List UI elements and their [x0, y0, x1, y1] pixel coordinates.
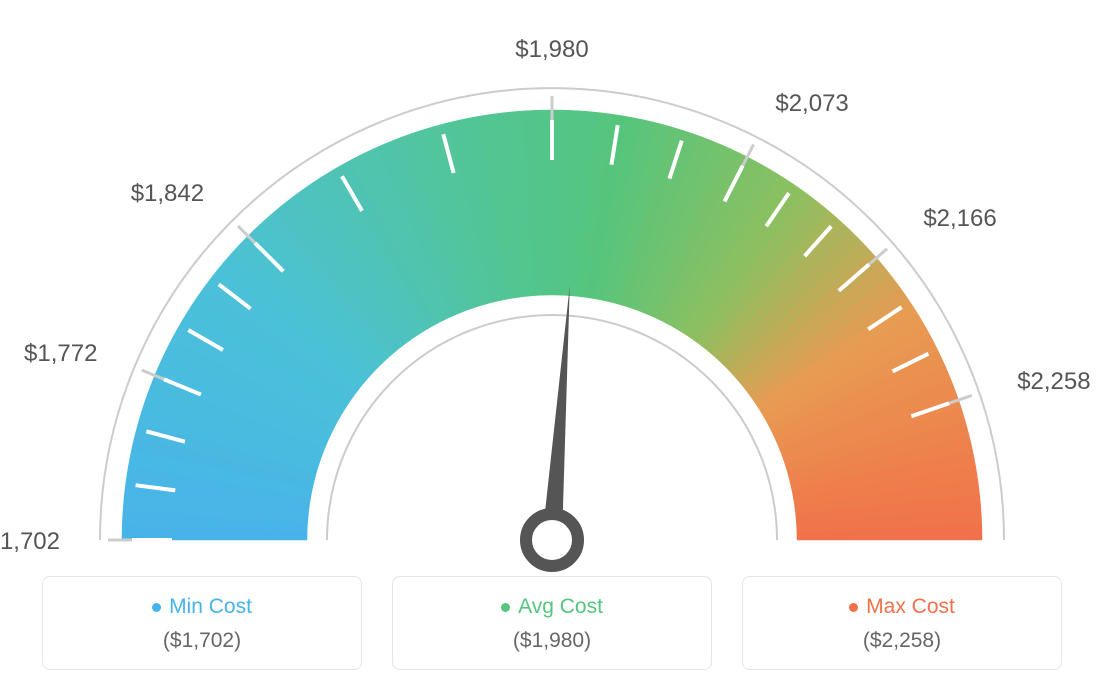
- gauge-tick-label: $1,980: [512, 36, 592, 64]
- gauge-svg: [0, 30, 1104, 590]
- legend-min: Min Cost ($1,702): [42, 576, 362, 670]
- legend-min-label: Min Cost: [169, 595, 252, 619]
- legend-min-dot: [152, 603, 161, 612]
- legend-max-dot: [849, 603, 858, 612]
- legend-avg-label: Avg Cost: [518, 595, 603, 619]
- legend-avg-title: Avg Cost: [403, 595, 701, 619]
- gauge-chart: $1,702 $1,772 $1,842 $1,980 $2,073 $2,166 $2,2…: [0, 0, 1104, 560]
- legend-max-value: ($2,258): [753, 629, 1051, 653]
- legend-min-title: Min Cost: [53, 595, 351, 619]
- legend-avg-dot: [501, 603, 510, 612]
- gauge-tick-label: $2,258: [1017, 368, 1090, 396]
- gauge-tick-label: $1,772: [17, 340, 97, 368]
- gauge-tick-label: $1,702: [0, 528, 60, 556]
- gauge-tick-label: $2,073: [775, 90, 848, 118]
- legend-avg: Avg Cost ($1,980): [392, 576, 712, 670]
- gauge-tick-label: $1,842: [124, 180, 204, 208]
- legend-min-value: ($1,702): [53, 629, 351, 653]
- legend-max: Max Cost ($2,258): [742, 576, 1062, 670]
- legend-max-label: Max Cost: [866, 595, 955, 619]
- legend-row: Min Cost ($1,702) Avg Cost ($1,980) Max …: [0, 576, 1104, 670]
- legend-max-title: Max Cost: [753, 595, 1051, 619]
- gauge-tick-label: $2,166: [923, 205, 996, 233]
- legend-avg-value: ($1,980): [403, 629, 701, 653]
